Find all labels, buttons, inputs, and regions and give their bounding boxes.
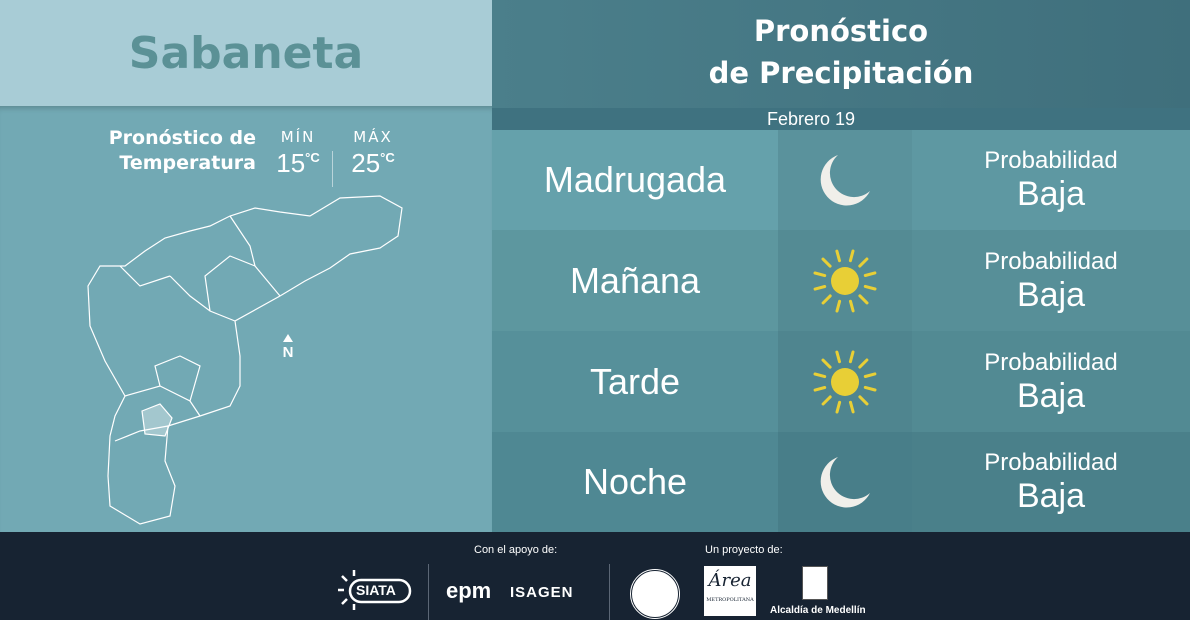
probability-value: Baja xyxy=(1016,477,1086,515)
probability-label: Probabilidad xyxy=(984,247,1118,275)
max-value: 25 xyxy=(351,148,381,178)
city-header: Sabaneta xyxy=(0,0,492,106)
sun-icon xyxy=(778,230,912,331)
probability: Probabilidad Baja xyxy=(912,230,1190,331)
moon-icon xyxy=(778,432,912,532)
probability-value: Baja xyxy=(1016,175,1086,213)
siata-sun-icon xyxy=(338,570,412,610)
alcaldia-crest-icon xyxy=(802,566,828,600)
min-value: 15 xyxy=(276,148,306,178)
probability-label: Probabilidad xyxy=(984,449,1118,476)
forecast-row: Mañana Probabilidad Baja xyxy=(492,230,1190,331)
project-label: Un proyecto de: xyxy=(705,544,783,556)
siata-text: SIATA xyxy=(356,582,396,598)
probability: Probabilidad Baja xyxy=(912,432,1190,532)
area-metropolitana-logo: Área METROPOLITANA xyxy=(704,566,756,616)
north-indicator: N xyxy=(280,334,296,361)
period-label: Tarde xyxy=(492,331,778,432)
max-label: MÁX xyxy=(353,128,393,146)
probability: Probabilidad Baja xyxy=(912,130,1190,230)
probability-value: Baja xyxy=(1016,275,1086,314)
alcaldia-logo-text: Alcaldía de Medellín xyxy=(770,605,866,616)
unit: °C xyxy=(305,150,320,165)
forecast-date: Febrero 19 xyxy=(492,108,1190,130)
medellin-seal-logo xyxy=(629,568,681,620)
precipitation-title-line2: de Precipitación xyxy=(708,56,974,90)
probability-label: Probabilidad xyxy=(984,147,1118,174)
probability-label: Probabilidad xyxy=(984,348,1118,376)
temperature-panel: Pronóstico de Temperatura MÍN 15°C MÁX 25°C… xyxy=(0,106,492,532)
period-label: Madrugada xyxy=(492,130,778,230)
max-temperature: MÁX 25°C xyxy=(343,128,403,179)
divider xyxy=(332,151,333,187)
footer: Con el apoyo de: Un proyecto de: SIATA e… xyxy=(0,532,1190,620)
sun-icon xyxy=(778,331,912,432)
epm-logo: epm xyxy=(446,578,492,603)
map-division xyxy=(114,215,281,442)
isagen-logo: ISAGEN xyxy=(510,584,574,601)
area-text: Área xyxy=(708,570,752,591)
min-temperature: MÍN 15°C xyxy=(268,128,328,179)
support-label: Con el apoyo de: xyxy=(474,544,558,556)
unit: °C xyxy=(380,150,395,165)
footer-divider xyxy=(609,564,610,620)
probability: Probabilidad Baja xyxy=(912,331,1190,432)
north-label: N xyxy=(282,344,294,361)
footer-divider xyxy=(428,564,429,620)
probability-value: Baja xyxy=(1016,376,1086,415)
forecast-row: Tarde Probabilidad Baja xyxy=(492,331,1190,432)
siata-logo: SIATA xyxy=(338,568,414,612)
municipality-map xyxy=(87,195,403,525)
precipitation-title-line1: Pronóstico xyxy=(753,14,929,48)
city-name: Sabaneta xyxy=(128,27,364,79)
min-label: MÍN xyxy=(280,128,316,146)
forecast-row: Noche Probabilidad Baja xyxy=(492,432,1190,532)
period-label: Noche xyxy=(492,432,778,532)
period-label: Mañana xyxy=(492,230,778,331)
temperature-title: Pronóstico de Temperatura xyxy=(92,126,256,176)
forecast-row: Madrugada Probabilidad Baja xyxy=(492,130,1190,230)
area-subtext: METROPOLITANA xyxy=(706,597,754,603)
north-arrow-icon xyxy=(283,334,293,342)
temperature-title-line1: Pronóstico de xyxy=(108,127,256,149)
moon-icon xyxy=(778,130,912,230)
map-outline xyxy=(87,195,403,525)
precipitation-title: Pronóstico de Precipitación xyxy=(492,0,1190,108)
sabaneta-highlight xyxy=(141,403,173,437)
temperature-title-line2: Temperatura xyxy=(119,152,256,174)
